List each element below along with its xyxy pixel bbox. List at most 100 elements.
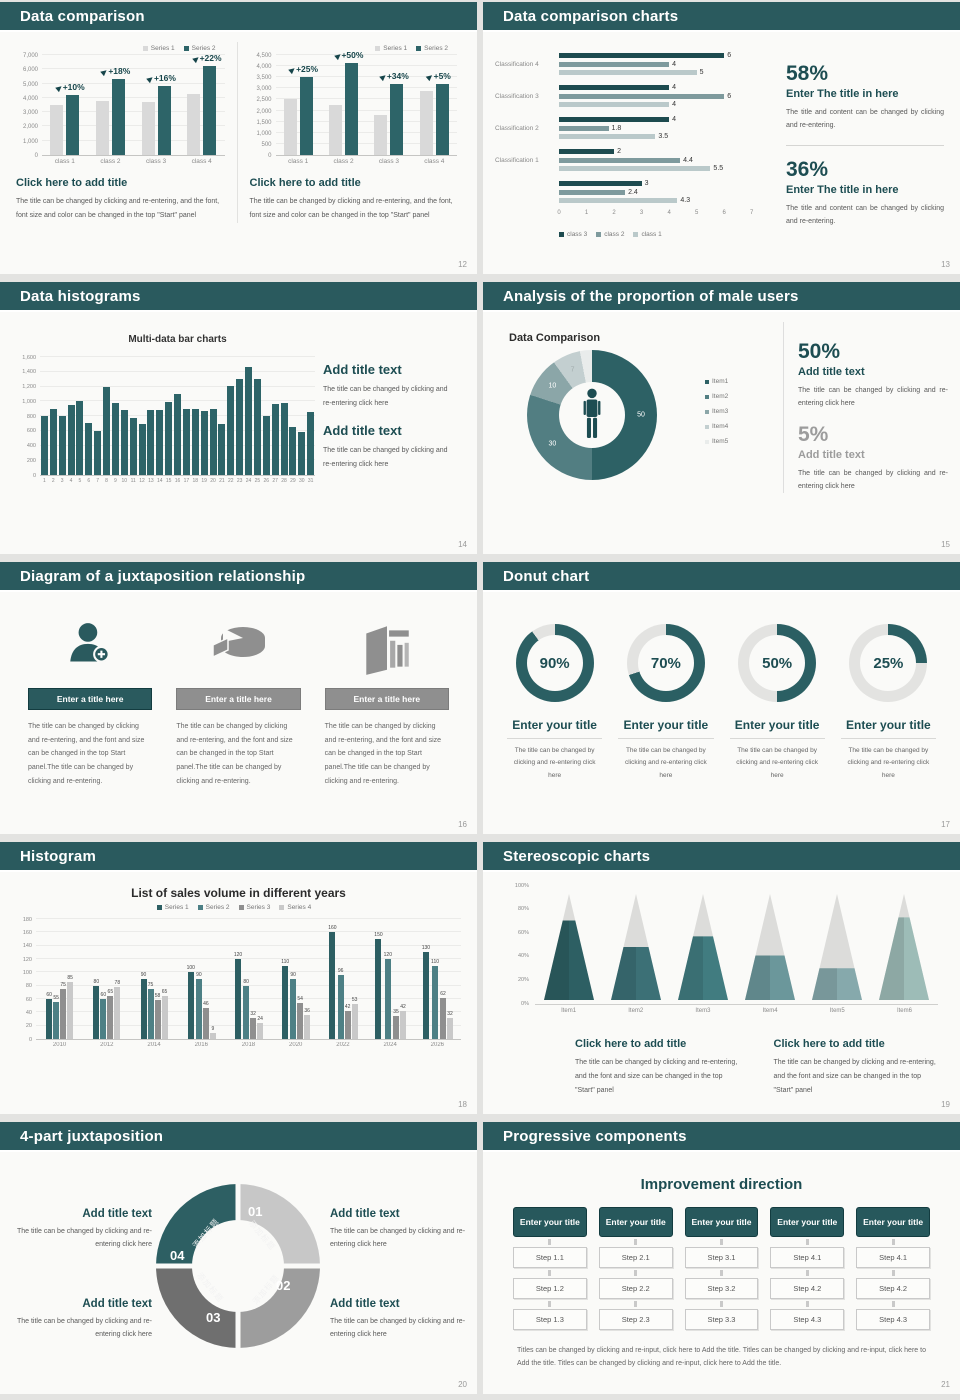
step-box: Step 4.1: [770, 1247, 845, 1268]
y-tick-label: 500: [261, 141, 272, 148]
growth-value: +10%: [62, 82, 85, 92]
bar-chart: 0 500 1,000 1,500 2,000 2,500 3,000 3,500 4,000 4…: [250, 50, 457, 159]
y-tick-label: 20: [25, 1022, 32, 1029]
bar: [161, 995, 168, 1039]
legend-label: Series 1: [150, 45, 175, 52]
donut-chart: 50 30 10 7: [527, 350, 657, 480]
y-tick-label: 1,500: [256, 119, 272, 126]
gridline: [275, 54, 457, 55]
x-tick-label: 25: [254, 478, 261, 484]
grouped-bar-chart: 0 1,000 2,000 3,000 4,000 5,000 6,000 7,000 ▶ +10…: [16, 53, 225, 165]
text-panel: Add title text The title can be changed …: [315, 324, 467, 484]
y-axis: 0 1,000 2,000 3,000 4,000 5,000 6,000 7,000: [16, 53, 42, 159]
gridline: [36, 931, 461, 933]
x-tick-label: class 3: [145, 158, 167, 165]
connector: [891, 1301, 895, 1307]
legend-swatch: [375, 46, 381, 51]
bar-column: 90: [195, 919, 202, 1039]
bar-column: 80: [93, 919, 100, 1039]
hbar-row: 3.5: [559, 133, 778, 140]
column-body: The title can be changed by clicking and…: [324, 723, 442, 785]
legend-label: Series 3: [246, 904, 271, 911]
hbar: [559, 102, 670, 107]
slide-title: Analysis of the proportion of male users: [503, 287, 799, 305]
y-tick-label: 160: [22, 929, 32, 936]
bar: [111, 79, 125, 155]
legend-swatch: [197, 905, 203, 910]
slide-title: Histogram: [20, 847, 96, 865]
y-axis: 0 20 40 60 80 100 120 140 160 180: [16, 917, 36, 1042]
progress-value: 90%: [539, 654, 570, 672]
text-block: Add title text The title can be changed …: [330, 1298, 470, 1342]
y-tick-label: 140: [22, 942, 32, 949]
gridline: [42, 82, 225, 84]
hbar-group: Classification 4 6 4 5: [495, 50, 778, 78]
bar-value-label: 85: [67, 975, 73, 982]
gridline: [42, 111, 225, 113]
stat-value: 50%: [798, 340, 841, 363]
bar-column: 54: [297, 919, 304, 1039]
x-tick-label: 3: [60, 478, 64, 484]
slide-data-comparison-charts: Data comparison charts Classification 4 6…: [483, 2, 960, 274]
segment-number: 01: [248, 1204, 263, 1219]
slide-stereoscopic-charts: Stereoscopic charts 0% 20% 40% 60% 80% 100% I…: [483, 842, 960, 1114]
bar: [53, 1002, 60, 1039]
legend-item: Item4: [705, 423, 728, 430]
block-body: The title can be changed by clicking and…: [16, 1318, 152, 1339]
hbar-row: 4: [559, 116, 778, 123]
bar-column: 9: [209, 919, 216, 1039]
bar: [392, 1015, 399, 1039]
bar-value-label: 42: [344, 1004, 351, 1010]
legend-swatch: [183, 46, 189, 51]
gridline: [40, 385, 315, 387]
x-tick-label: 4: [667, 210, 671, 216]
bar-value-label: 54: [297, 996, 303, 1002]
segment-number: 03: [206, 1310, 221, 1325]
bar: [114, 987, 121, 1039]
bar: [191, 409, 199, 475]
step-box: Step 2.2: [598, 1278, 673, 1299]
stat-title: Enter The title in here: [786, 88, 899, 101]
bar-column: 42: [399, 919, 406, 1039]
bar-column: 53: [351, 919, 358, 1039]
bar: [140, 979, 147, 1039]
growth-value: +34%: [386, 70, 409, 81]
x-tick-label: 2012: [100, 1042, 114, 1048]
hbar: [559, 198, 678, 203]
footer-text: Titles can be changed by clicking and re…: [517, 1347, 926, 1368]
y-tick-label: 80%: [517, 905, 529, 912]
bar-group: ▶ +25%: [276, 55, 321, 155]
y-tick-label: 3,000: [22, 110, 38, 117]
bar-value-label: 65: [161, 988, 168, 995]
gridline: [275, 76, 457, 78]
x-tick-label: 14: [157, 478, 163, 484]
bar-column: 32: [250, 919, 257, 1039]
bar: [157, 86, 171, 155]
bar: [384, 959, 391, 1039]
y-axis: 0% 20% 40% 60% 80% 100%: [505, 883, 535, 1006]
chart-panel-right: Series 1 Series 2 0 500 1,000 1,500 2,000 2,50…: [236, 42, 470, 223]
bar: [290, 979, 297, 1039]
gridline: [275, 109, 457, 111]
block-title: Click here to add title: [773, 1038, 885, 1050]
bar: [351, 1003, 358, 1039]
y-tick-label: 400: [26, 442, 36, 449]
bar-value-label: 78: [114, 980, 121, 986]
bar-group: [164, 357, 173, 475]
gridline: [36, 918, 461, 919]
bar-group: ▶ +22%: [179, 53, 225, 155]
male-icon: [583, 388, 601, 438]
bar: [390, 83, 404, 155]
bar-group: [76, 357, 85, 475]
bar: [141, 102, 155, 155]
bar-column: 32: [447, 919, 454, 1039]
column-item: Enter a title here The title can be chan…: [28, 616, 153, 788]
bar-column: 85: [67, 919, 74, 1039]
hbar-value-label: 6: [727, 92, 732, 100]
bar: [209, 409, 217, 475]
hbar-row: 4: [559, 61, 778, 68]
stat-title: Enter The title in here: [786, 183, 899, 196]
step-column: Enter your title Step 4.1 Step 4.2 Step 4.3: [770, 1207, 845, 1330]
slide-header: Stereoscopic charts: [483, 842, 960, 872]
x-tick-label: 21: [219, 478, 225, 484]
